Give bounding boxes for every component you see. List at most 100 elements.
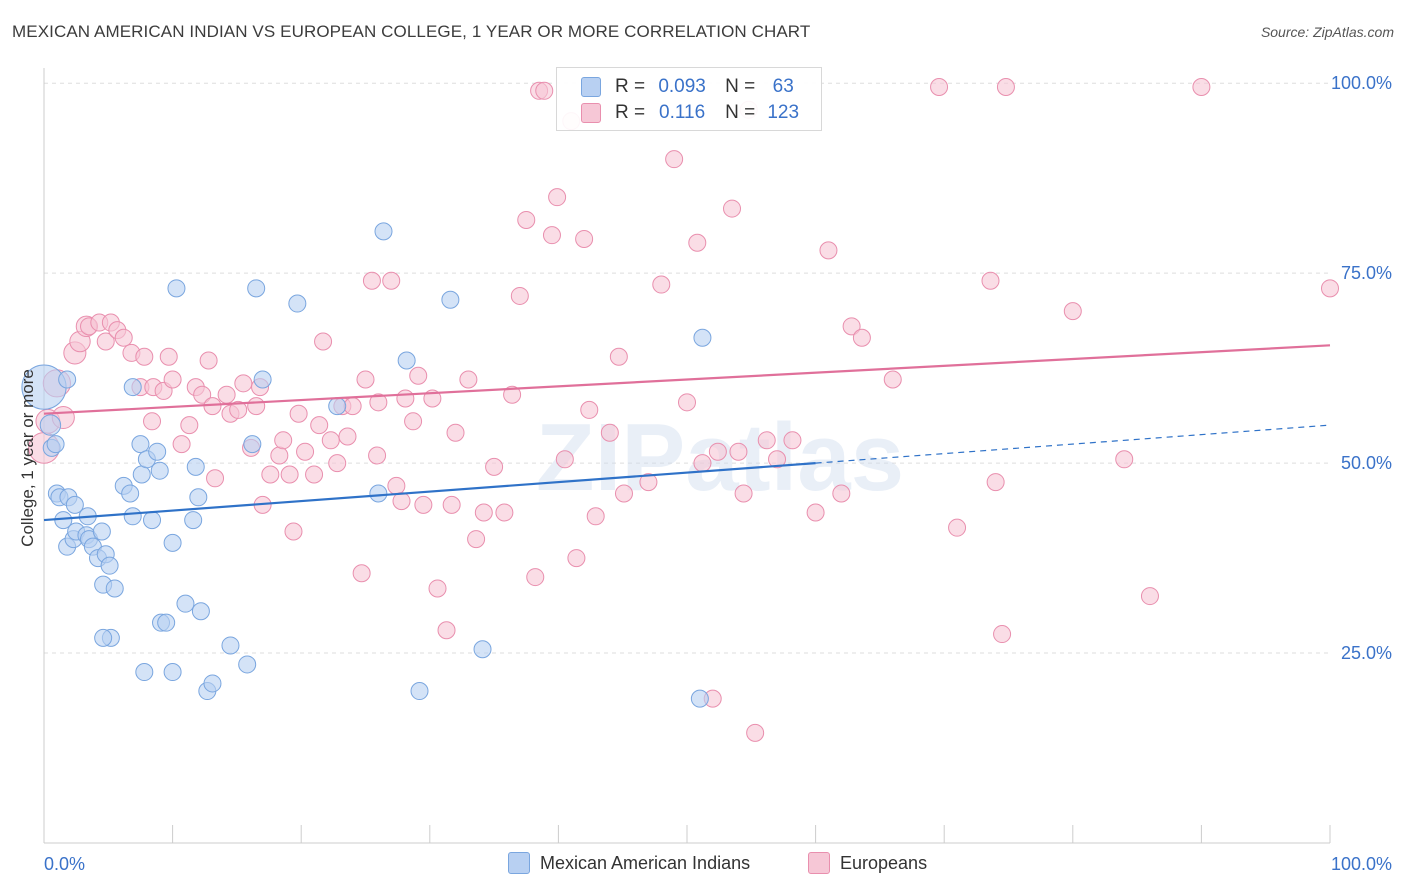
pink-point <box>485 457 504 476</box>
pink-point <box>526 568 545 587</box>
stats-legend: R = 0.093 N = 63 R = 0.116 N = 123 <box>556 67 822 131</box>
blue-point <box>374 222 393 241</box>
pink-point <box>1192 77 1211 96</box>
pink-point <box>567 549 586 568</box>
pink-point <box>948 518 967 537</box>
pink-point <box>369 393 388 412</box>
pink-point <box>163 370 182 389</box>
pink-point <box>639 473 658 492</box>
pink-point <box>459 370 478 389</box>
pink-point <box>310 416 329 435</box>
pink-point <box>1321 279 1339 298</box>
blue-point <box>690 689 709 708</box>
pink-point <box>542 226 561 245</box>
pink-point <box>665 150 684 169</box>
pink-point <box>1140 587 1159 606</box>
series-legend-pink[interactable]: Europeans <box>808 852 927 874</box>
blue-point <box>693 328 712 347</box>
blue-point <box>203 674 222 693</box>
pink-point <box>708 442 727 461</box>
legend-n-value: 63 <box>772 76 794 97</box>
blue-point <box>238 655 257 674</box>
pink-point <box>280 465 299 484</box>
pink-point <box>768 450 787 469</box>
blue-point <box>135 663 154 682</box>
pink-point <box>446 423 465 442</box>
pink-point <box>284 522 303 541</box>
pink-point <box>247 397 266 416</box>
pink-point <box>217 385 236 404</box>
pink-point <box>274 431 293 450</box>
pink-point <box>495 503 514 522</box>
pink-point <box>229 400 248 419</box>
pink-point <box>467 530 486 549</box>
pink-trend-line <box>43 344 1331 415</box>
pink-point <box>678 393 696 412</box>
pink-point <box>510 286 529 305</box>
blue-point <box>123 378 142 397</box>
axes <box>43 68 1331 844</box>
blue-point <box>176 594 195 613</box>
blue-point <box>189 488 208 507</box>
pink-point <box>143 412 162 431</box>
pink-point <box>832 484 851 503</box>
y-tick-label: 100.0% <box>1331 73 1392 93</box>
pink-point <box>535 81 554 100</box>
blue-point <box>410 682 429 701</box>
pink-point <box>548 188 567 207</box>
pink-point <box>746 723 765 742</box>
blue-point <box>243 435 262 454</box>
trend-lines <box>43 344 1331 522</box>
pink-point <box>368 446 387 465</box>
pink-point <box>503 385 522 404</box>
pink-point <box>757 431 776 450</box>
pink-point <box>199 351 218 370</box>
blue-point <box>148 442 167 461</box>
pink-point <box>387 476 406 495</box>
pink-point <box>474 503 493 522</box>
pink-point <box>614 484 633 503</box>
blue-point <box>163 533 182 552</box>
pink-point <box>842 317 861 336</box>
blue-point <box>58 370 77 389</box>
series-legend-blue[interactable]: Mexican American Indians <box>508 852 750 874</box>
pink-point <box>206 469 225 488</box>
pink-point <box>114 328 133 347</box>
legend-row-blue: R = 0.093 N = 63 <box>581 75 811 99</box>
blue-point <box>186 457 205 476</box>
mexican-american-indians-points <box>21 222 712 708</box>
pink-point <box>806 503 825 522</box>
blue-point <box>105 579 124 598</box>
blue-point <box>100 556 119 575</box>
pink-point <box>609 347 628 366</box>
blue-point <box>94 628 113 647</box>
series-swatch-pink <box>808 852 830 874</box>
pink-point <box>135 347 154 366</box>
blue-point <box>191 602 210 621</box>
legend-row-pink: R = 0.116 N = 123 <box>581 101 811 125</box>
pink-point <box>356 370 375 389</box>
blue-point <box>163 663 182 682</box>
blue-point <box>131 435 150 454</box>
blue-point <box>184 511 203 530</box>
y-tick-label: 25.0% <box>1341 643 1392 663</box>
source-credit: Source: ZipAtlas.com <box>1260 24 1394 40</box>
series-label-pink: Europeans <box>840 852 928 873</box>
pink-point <box>1063 302 1082 321</box>
pink-point <box>193 385 212 404</box>
legend-swatch-pink <box>581 103 601 123</box>
chart-title: MEXICAN AMERICAN INDIAN VS EUROPEAN COLL… <box>12 22 811 41</box>
pink-point <box>314 332 333 351</box>
blue-point <box>328 397 347 416</box>
legend-n-label: N = <box>725 76 756 97</box>
blue-point <box>92 522 111 541</box>
pink-point <box>328 454 347 473</box>
blue-point <box>132 465 151 484</box>
pink-point <box>261 465 280 484</box>
pink-point <box>396 389 415 408</box>
pink-point <box>993 625 1012 644</box>
pink-point <box>729 442 748 461</box>
pink-point <box>996 77 1015 96</box>
blue-point <box>121 484 140 503</box>
